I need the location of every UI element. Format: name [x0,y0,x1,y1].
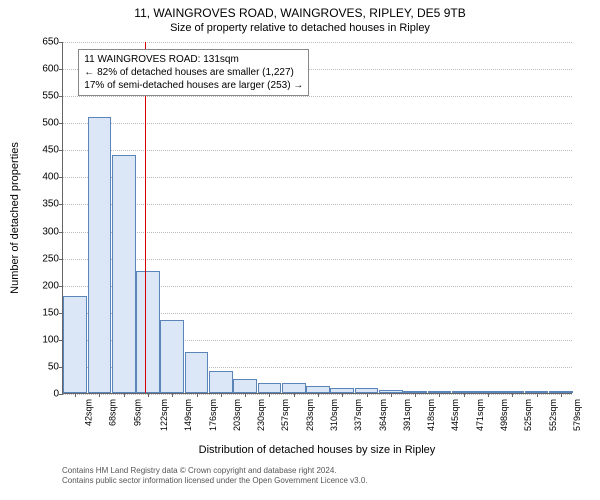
xtick-label: 176sqm [208,399,218,431]
ytick-label: 550 [42,91,63,102]
xtick-label: 42sqm [84,399,94,426]
gridline [63,123,572,124]
credits-text: Contains HM Land Registry data © Crown c… [62,466,368,487]
gridline [63,42,572,43]
xtick-label: 337sqm [353,399,363,431]
histogram-bar [63,296,87,393]
ytick-label: 200 [42,280,63,291]
histogram-bar [233,379,257,393]
histogram-bar [185,352,209,393]
xtick-label: 552sqm [548,399,558,431]
xtick-label: 418sqm [426,399,436,431]
xtick-mark [124,393,125,397]
histogram-bar [136,271,160,393]
gridline [63,259,572,260]
xtick-mark [99,393,100,397]
histogram-bar [282,383,306,393]
xtick-mark [415,393,416,397]
xtick-label: 122sqm [159,399,169,431]
xtick-label: 95sqm [132,399,142,426]
xtick-mark [197,393,198,397]
x-axis-label: Distribution of detached houses by size … [62,444,572,456]
ytick-label: 250 [42,253,63,264]
xtick-mark [221,393,222,397]
chart-title: 11, WAINGROVES ROAD, WAINGROVES, RIPLEY,… [0,0,600,20]
xtick-label: 471sqm [475,399,485,431]
annotation-line: 11 WAINGROVES ROAD: 131sqm [84,53,303,66]
ytick-label: 600 [42,64,63,75]
histogram-bar [306,386,330,393]
xtick-label: 445sqm [450,399,460,431]
ytick-label: 500 [42,118,63,129]
ytick-label: 150 [42,307,63,318]
histogram-bar [112,155,136,393]
ytick-label: 100 [42,334,63,345]
gridline [63,96,572,97]
xtick-label: 579sqm [572,399,582,431]
xtick-mark [245,393,246,397]
xtick-label: 283sqm [305,399,315,431]
xtick-label: 149sqm [183,399,193,431]
annotation-line: ← 82% of detached houses are smaller (1,… [84,66,303,79]
chart-container: 11, WAINGROVES ROAD, WAINGROVES, RIPLEY,… [0,0,600,500]
histogram-bar [209,371,233,393]
annotation-box: 11 WAINGROVES ROAD: 131sqm← 82% of detac… [78,49,309,96]
ytick-label: 300 [42,226,63,237]
gridline [63,232,572,233]
plot-area: 0501001502002503003504004505005506006504… [62,42,572,394]
xtick-mark [342,393,343,397]
xtick-mark [269,393,270,397]
xtick-mark [439,393,440,397]
chart-subtitle: Size of property relative to detached ho… [0,20,600,34]
xtick-label: 525sqm [523,399,533,431]
xtick-mark [464,393,465,397]
xtick-mark [318,393,319,397]
credit-line-2: Contains public sector information licen… [62,476,368,486]
xtick-label: 310sqm [329,399,339,431]
xtick-label: 68sqm [108,399,118,426]
ytick-label: 400 [42,172,63,183]
histogram-bar [160,320,184,393]
xtick-mark [367,393,368,397]
ytick-label: 50 [48,361,63,372]
annotation-line: 17% of semi-detached houses are larger (… [84,79,303,92]
histogram-bar [88,117,112,393]
xtick-mark [148,393,149,397]
xtick-label: 257sqm [280,399,290,431]
xtick-mark [75,393,76,397]
gridline [63,177,572,178]
gridline [63,150,572,151]
gridline [63,204,572,205]
xtick-mark [294,393,295,397]
xtick-label: 230sqm [256,399,266,431]
xtick-mark [561,393,562,397]
histogram-bar [258,383,282,393]
xtick-mark [391,393,392,397]
ytick-label: 350 [42,199,63,210]
credit-line-1: Contains HM Land Registry data © Crown c… [62,466,368,476]
xtick-label: 498sqm [499,399,509,431]
ytick-label: 650 [42,37,63,48]
xtick-label: 391sqm [402,399,412,431]
xtick-label: 203sqm [232,399,242,431]
xtick-mark [512,393,513,397]
xtick-label: 364sqm [378,399,388,431]
xtick-mark [172,393,173,397]
ytick-label: 0 [53,389,63,400]
xtick-mark [537,393,538,397]
xtick-mark [488,393,489,397]
ytick-label: 450 [42,145,63,156]
y-axis-label: Number of detached properties [9,142,21,294]
